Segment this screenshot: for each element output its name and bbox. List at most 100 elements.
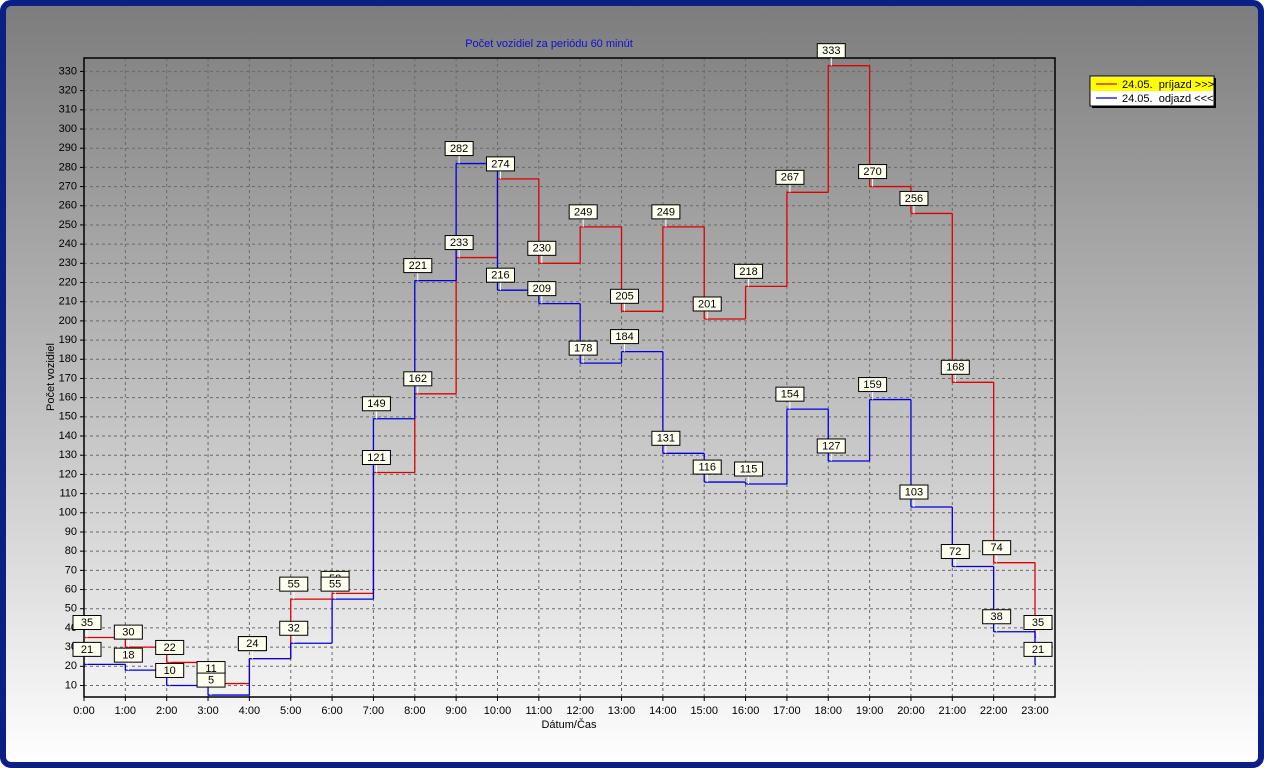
y-tick-label: 10 [65, 679, 77, 691]
y-tick-label: 190 [59, 334, 77, 346]
x-tick-label: 2:00 [156, 705, 177, 717]
value-label: 178 [574, 343, 592, 355]
chart-title: Počet vozidiel za periódu 60 minút [465, 38, 633, 50]
value-label-box [734, 263, 764, 279]
x-tick-label: 3:00 [197, 705, 218, 717]
y-tick-label: 200 [59, 315, 77, 327]
y-tick-label: 250 [59, 219, 77, 231]
value-label-box [734, 461, 764, 477]
value-label-box [610, 288, 640, 304]
value-label: 10 [164, 665, 176, 677]
x-tick-label: 23:00 [1021, 705, 1049, 717]
value-label: 221 [409, 260, 427, 272]
value-label: 256 [905, 193, 923, 205]
value-label: 55 [288, 579, 300, 591]
value-label: 249 [574, 206, 592, 218]
value-label-box [610, 329, 640, 345]
value-label: 24 [246, 638, 258, 650]
y-tick-label: 90 [65, 526, 77, 538]
value-label-box [113, 624, 143, 640]
x-tick-label: 10:00 [484, 705, 512, 717]
value-label: 5 [208, 674, 214, 686]
value-label-box [403, 258, 433, 274]
x-tick-label: 1:00 [115, 705, 136, 717]
value-label-box [444, 235, 474, 251]
y-tick-label: 50 [65, 603, 77, 615]
value-label-box [982, 609, 1012, 625]
y-tick-label: 260 [59, 200, 77, 212]
y-tick-label: 330 [59, 65, 77, 77]
value-label: 216 [491, 270, 509, 282]
y-tick-label: 270 [59, 180, 77, 192]
y-tick-label: 120 [59, 468, 77, 480]
x-tick-label: 7:00 [363, 705, 384, 717]
value-label-box [403, 371, 433, 387]
value-label-box [72, 641, 102, 657]
value-label-box [858, 164, 888, 180]
y-tick-label: 80 [65, 545, 77, 557]
y-tick-label: 110 [59, 488, 77, 500]
x-tick-label: 0:00 [73, 705, 94, 717]
value-label: 127 [822, 440, 840, 452]
value-label: 11 [205, 663, 216, 675]
value-label: 121 [367, 452, 385, 464]
value-label: 168 [946, 362, 964, 374]
x-tick-label: 16:00 [732, 705, 760, 717]
x-tick-label: 12:00 [566, 705, 594, 717]
value-label: 205 [615, 291, 633, 303]
value-label: 249 [657, 206, 675, 218]
y-tick-label: 60 [65, 583, 77, 595]
x-tick-label: 8:00 [404, 705, 425, 717]
y-tick-label: 210 [59, 296, 77, 308]
value-label: 218 [739, 266, 757, 278]
value-label-box [361, 396, 391, 412]
value-label-box [775, 386, 805, 402]
value-label: 21 [81, 644, 93, 656]
legend-label: 24.05. odjazd <<< [1122, 93, 1213, 105]
y-tick-label: 240 [59, 238, 77, 250]
plot-area [83, 57, 1056, 698]
y-tick-label: 70 [65, 564, 77, 576]
value-label-box [816, 43, 846, 59]
value-label-box [692, 459, 722, 475]
value-label: 115 [740, 463, 758, 475]
value-label: 35 [81, 617, 93, 629]
value-label: 201 [698, 298, 716, 310]
value-label-box [568, 340, 598, 356]
y-tick-label: 170 [59, 372, 77, 384]
value-label: 18 [122, 650, 134, 662]
value-label: 233 [450, 237, 468, 249]
value-label: 22 [164, 642, 176, 654]
x-tick-label: 14:00 [649, 705, 677, 717]
value-label: 55 [329, 579, 341, 591]
value-label-box [444, 141, 474, 157]
y-tick-label: 300 [59, 123, 77, 135]
value-label: 230 [533, 243, 551, 255]
value-label-box [527, 281, 557, 297]
x-tick-label: 11:00 [525, 705, 552, 717]
value-label: 72 [949, 546, 961, 558]
x-tick-label: 18:00 [814, 705, 842, 717]
value-label-box [1023, 615, 1053, 631]
value-label-box [899, 484, 929, 500]
value-label-box [1023, 641, 1053, 657]
x-tick-label: 13:00 [608, 705, 636, 717]
value-label: 149 [367, 398, 385, 410]
value-label-box [279, 576, 309, 592]
value-label-box [279, 620, 309, 636]
value-label: 267 [781, 172, 799, 184]
x-tick-label: 22:00 [980, 705, 1008, 717]
value-label: 282 [450, 143, 468, 155]
value-label: 333 [822, 45, 840, 57]
y-tick-label: 280 [59, 161, 77, 173]
value-label-box [485, 156, 515, 172]
value-label: 103 [905, 486, 923, 498]
y-tick-label: 320 [59, 85, 77, 97]
value-label-box [940, 544, 970, 560]
value-label-box [568, 204, 598, 220]
value-label: 274 [491, 158, 509, 170]
value-label: 116 [698, 461, 716, 473]
value-label-box [775, 169, 805, 185]
